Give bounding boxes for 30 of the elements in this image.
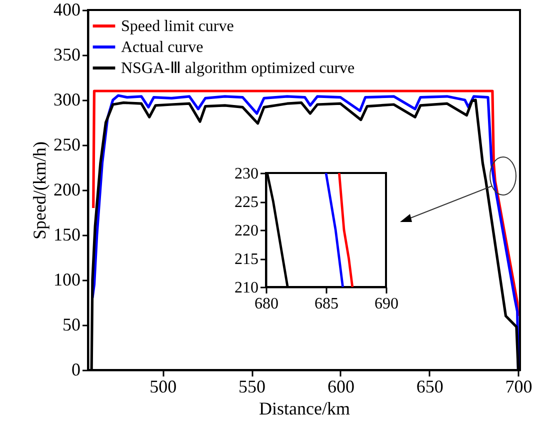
x-tick-label: 700 [505, 376, 532, 396]
y-tick-label: 100 [54, 270, 80, 290]
legend-label: Speed limit curve [121, 18, 234, 35]
y-tick-label: 300 [54, 90, 80, 110]
x-tick-label: 550 [238, 376, 266, 396]
x-tick-label: 680 [254, 296, 278, 312]
y-tick-label: 0 [72, 360, 80, 380]
y-tick-label: 200 [54, 180, 80, 200]
line-series [324, 173, 344, 287]
x-tick-label: 685 [314, 296, 338, 312]
y-tick-label: 150 [54, 224, 80, 244]
x-tick-label: 650 [416, 376, 444, 396]
y-tick-label: 220 [234, 222, 258, 240]
y-tick-label: 230 [234, 166, 258, 182]
y-tick-label: 225 [234, 194, 258, 211]
y-tick-label: 350 [54, 44, 80, 64]
y-tick-label: 400 [54, 0, 80, 20]
x-tick-label: 500 [150, 376, 177, 396]
line-series [338, 173, 354, 287]
x-tick-label: 600 [327, 376, 354, 396]
line-series [92, 90, 520, 318]
y-tick-label: 250 [54, 134, 80, 154]
y-tick-label: 50 [62, 314, 80, 334]
legend-label: Actual curve [121, 39, 204, 56]
legend-label: NSGA-Ⅲ algorithm optimized curve [121, 60, 355, 77]
y-axis-title: Speed/(km/h) [30, 142, 50, 240]
y-tick-label: 210 [234, 280, 258, 296]
x-tick-label: 690 [374, 296, 398, 312]
x-axis-title: Distance/km [259, 398, 350, 418]
y-tick-label: 215 [234, 251, 258, 268]
